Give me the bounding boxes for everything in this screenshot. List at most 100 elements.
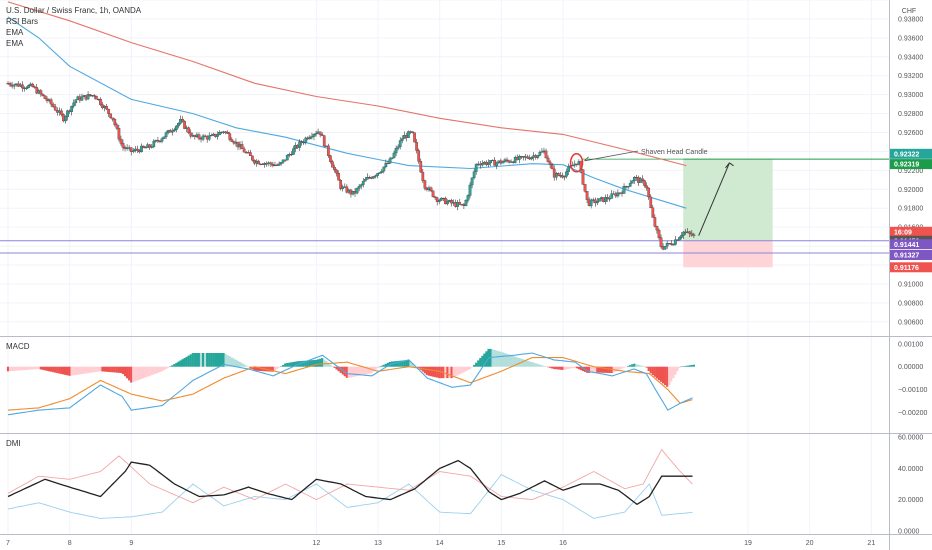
candle-body[interactable] [692,234,696,236]
candle-body[interactable] [281,159,285,163]
candle-body[interactable] [548,161,552,165]
candle-body[interactable] [671,244,675,246]
candle-body[interactable] [203,135,207,137]
candle-body[interactable] [251,155,254,161]
candle-body[interactable] [398,140,402,147]
projection-arrow[interactable] [698,162,730,236]
candle-body[interactable] [322,135,326,147]
candle-body[interactable] [388,158,392,164]
candle-body[interactable] [472,171,476,179]
candle-body[interactable] [359,184,363,187]
candle-body[interactable] [105,106,108,110]
candle-body[interactable] [131,150,135,152]
candle-body[interactable] [468,184,472,196]
candle-body[interactable] [495,162,499,166]
candle-body[interactable] [357,186,361,189]
candle-body[interactable] [435,197,439,202]
candle-body[interactable] [421,171,425,181]
candle-body[interactable] [653,217,657,227]
candle-body[interactable] [517,156,521,160]
candle-body[interactable] [433,196,437,198]
candle-body[interactable] [466,195,470,201]
candle-body[interactable] [444,198,447,205]
candle-body[interactable] [546,157,550,163]
candle-body[interactable] [458,202,462,205]
candle-body[interactable] [690,233,694,236]
candle-body[interactable] [659,237,663,247]
shaven-head-candle-circle[interactable] [569,153,584,173]
candle-body[interactable] [446,201,449,205]
candle-body[interactable] [501,161,505,164]
target-zone[interactable] [683,159,773,241]
candle-body[interactable] [181,118,184,122]
candle-body[interactable] [12,84,16,87]
candle-body[interactable] [74,99,78,104]
candle-body[interactable] [413,132,416,143]
candle-body[interactable] [596,201,599,204]
candle-body[interactable] [411,131,414,133]
candle-body[interactable] [183,120,186,129]
candle-body[interactable] [175,125,178,130]
candle-body[interactable] [663,246,667,250]
candle-body[interactable] [628,183,632,187]
candle-body[interactable] [429,187,433,192]
candle-body[interactable] [655,226,659,231]
candle-body[interactable] [610,193,614,199]
candle-body[interactable] [35,87,39,94]
candle-body[interactable] [407,131,410,138]
candle-body[interactable] [140,145,143,153]
candle-body[interactable] [616,192,620,197]
candle-body[interactable] [121,143,125,148]
candle-body[interactable] [339,180,343,189]
candle-body[interactable] [390,157,394,160]
price-tag[interactable] [890,262,932,273]
candle-body[interactable] [474,163,478,172]
candle-body[interactable] [207,135,211,140]
candle-body[interactable] [240,144,244,150]
candle-body[interactable] [585,191,589,200]
candle-body[interactable] [337,173,340,181]
price-tag[interactable] [890,239,932,250]
candle-body[interactable] [530,156,533,160]
candle-body[interactable] [567,166,570,172]
candle-body[interactable] [688,231,692,234]
candle-body[interactable] [386,162,390,165]
candle-body[interactable] [657,229,661,238]
candle-body[interactable] [536,155,540,158]
candle-body[interactable] [51,103,55,107]
candle-body[interactable] [674,239,677,245]
candle-body[interactable] [378,172,382,174]
candle-body[interactable] [376,173,379,176]
candle-body[interactable] [86,94,90,100]
candle-body[interactable] [150,146,154,148]
candle-body[interactable] [218,132,221,136]
candle-body[interactable] [645,185,648,189]
candle-body[interactable] [544,150,548,159]
candle-body[interactable] [326,145,330,156]
adx-line[interactable] [7,459,693,506]
candle-body[interactable] [269,162,273,165]
candle-body[interactable] [505,159,509,161]
candle-body[interactable] [302,142,306,144]
candle-body[interactable] [111,117,115,120]
candle-body[interactable] [649,196,653,208]
candle-body[interactable] [70,105,74,112]
candle-body[interactable] [680,235,683,238]
candle-body[interactable] [21,84,24,89]
candle-body[interactable] [25,87,28,89]
candle-body[interactable] [148,144,152,148]
candle-body[interactable] [456,202,460,207]
candle-body[interactable] [187,127,191,134]
candle-body[interactable] [526,156,529,159]
candle-body[interactable] [248,152,252,157]
candle-body[interactable] [417,150,421,162]
candle-body[interactable] [8,83,12,86]
candle-body[interactable] [678,237,681,241]
candle-body[interactable] [201,135,205,140]
candle-body[interactable] [49,99,53,105]
candle-body[interactable] [177,123,180,127]
candle-body[interactable] [583,184,587,192]
candle-body[interactable] [285,155,289,161]
candle-body[interactable] [277,163,281,166]
